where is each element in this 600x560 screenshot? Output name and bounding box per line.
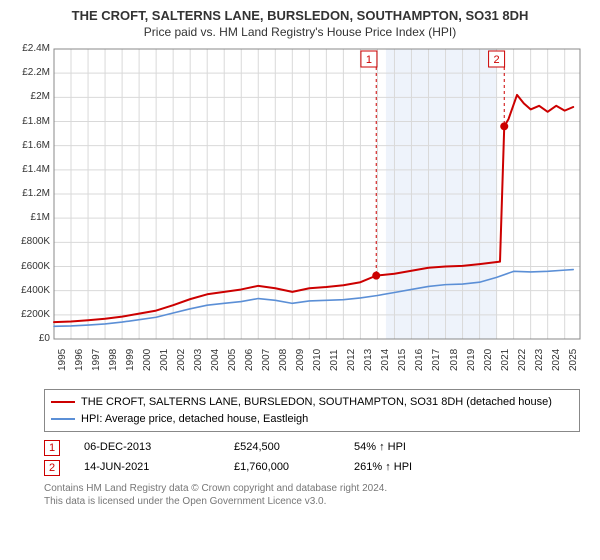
- svg-text:1: 1: [366, 54, 372, 66]
- x-tick-label: 1996: [74, 349, 85, 371]
- marker-number-box: 2: [44, 460, 60, 476]
- x-tick-label: 2017: [431, 349, 442, 371]
- legend-swatch-hpi: [51, 418, 75, 420]
- footnote-line: This data is licensed under the Open Gov…: [44, 495, 580, 508]
- marker-number-box: 1: [44, 440, 60, 456]
- y-tick-label: £0: [10, 333, 50, 344]
- x-tick-label: 2012: [346, 349, 357, 371]
- x-tick-label: 1995: [57, 349, 68, 371]
- x-tick-label: 2000: [142, 349, 153, 371]
- marker-date: 06-DEC-2013: [84, 438, 234, 458]
- legend-swatch-property: [51, 401, 75, 403]
- x-tick-label: 2014: [380, 349, 391, 371]
- y-tick-label: £1.2M: [10, 188, 50, 199]
- y-tick-label: £1.8M: [10, 116, 50, 127]
- x-tick-label: 2004: [210, 349, 221, 371]
- marker-row: 2 14-JUN-2021 £1,760,000 261% ↑ HPI: [44, 458, 580, 478]
- x-tick-label: 2018: [449, 349, 460, 371]
- marker-price: £1,760,000: [234, 458, 354, 478]
- x-tick-label: 1999: [125, 349, 136, 371]
- legend: THE CROFT, SALTERNS LANE, BURSLEDON, SOU…: [44, 389, 580, 432]
- x-tick-label: 2013: [363, 349, 374, 371]
- x-tick-label: 2006: [244, 349, 255, 371]
- svg-text:2: 2: [494, 54, 500, 66]
- x-tick-label: 1997: [91, 349, 102, 371]
- x-tick-label: 2002: [176, 349, 187, 371]
- x-tick-label: 2011: [329, 349, 340, 371]
- x-tick-label: 2009: [295, 349, 306, 371]
- legend-label: THE CROFT, SALTERNS LANE, BURSLEDON, SOU…: [81, 394, 552, 411]
- y-tick-label: £2M: [10, 91, 50, 102]
- legend-label: HPI: Average price, detached house, East…: [81, 411, 308, 428]
- marker-price: £524,500: [234, 438, 354, 458]
- marker-row: 1 06-DEC-2013 £524,500 54% ↑ HPI: [44, 438, 580, 458]
- footnote-line: Contains HM Land Registry data © Crown c…: [44, 482, 580, 495]
- chart-svg: 12: [10, 43, 590, 383]
- y-tick-label: £2.4M: [10, 43, 50, 54]
- chart-title-block: THE CROFT, SALTERNS LANE, BURSLEDON, SOU…: [0, 0, 600, 43]
- x-tick-label: 2003: [193, 349, 204, 371]
- x-tick-label: 2015: [397, 349, 408, 371]
- chart-subtitle: Price paid vs. HM Land Registry's House …: [10, 25, 590, 39]
- x-tick-label: 2020: [483, 349, 494, 371]
- y-tick-label: £200K: [10, 309, 50, 320]
- x-tick-label: 2019: [466, 349, 477, 371]
- y-tick-label: £2.2M: [10, 67, 50, 78]
- legend-row: HPI: Average price, detached house, East…: [51, 411, 573, 428]
- marker-date: 14-JUN-2021: [84, 458, 234, 478]
- x-tick-label: 2016: [414, 349, 425, 371]
- x-tick-label: 2024: [551, 349, 562, 371]
- marker-table: 1 06-DEC-2013 £524,500 54% ↑ HPI 2 14-JU…: [44, 438, 580, 478]
- x-tick-label: 1998: [108, 349, 119, 371]
- x-tick-label: 2021: [500, 349, 511, 371]
- x-tick-label: 2010: [312, 349, 323, 371]
- y-tick-label: £600K: [10, 261, 50, 272]
- y-tick-label: £400K: [10, 285, 50, 296]
- y-tick-label: £1M: [10, 212, 50, 223]
- footnote: Contains HM Land Registry data © Crown c…: [44, 482, 580, 508]
- marker-pct: 54% ↑ HPI: [354, 438, 474, 458]
- x-tick-label: 2001: [159, 349, 170, 371]
- y-tick-label: £1.4M: [10, 164, 50, 175]
- x-tick-label: 2025: [568, 349, 579, 371]
- legend-row: THE CROFT, SALTERNS LANE, BURSLEDON, SOU…: [51, 394, 573, 411]
- x-tick-label: 2005: [227, 349, 238, 371]
- x-tick-label: 2022: [517, 349, 528, 371]
- y-tick-label: £1.6M: [10, 140, 50, 151]
- x-tick-label: 2007: [261, 349, 272, 371]
- chart-title: THE CROFT, SALTERNS LANE, BURSLEDON, SOU…: [10, 8, 590, 23]
- y-tick-label: £800K: [10, 236, 50, 247]
- marker-pct: 261% ↑ HPI: [354, 458, 474, 478]
- chart-area: 12 £0£200K£400K£600K£800K£1M£1.2M£1.4M£1…: [10, 43, 590, 383]
- x-tick-label: 2008: [278, 349, 289, 371]
- x-tick-label: 2023: [534, 349, 545, 371]
